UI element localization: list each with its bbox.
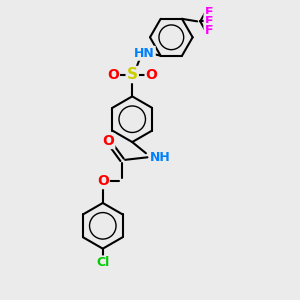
- Text: F: F: [205, 24, 213, 37]
- Text: F: F: [205, 6, 213, 19]
- Text: F: F: [205, 15, 213, 28]
- Text: Cl: Cl: [96, 256, 110, 269]
- Text: NH: NH: [150, 151, 171, 164]
- Text: S: S: [127, 67, 138, 82]
- Text: O: O: [107, 68, 119, 82]
- Text: O: O: [102, 134, 114, 148]
- Text: O: O: [97, 174, 109, 188]
- Text: O: O: [146, 68, 158, 82]
- Text: HN: HN: [134, 47, 155, 60]
